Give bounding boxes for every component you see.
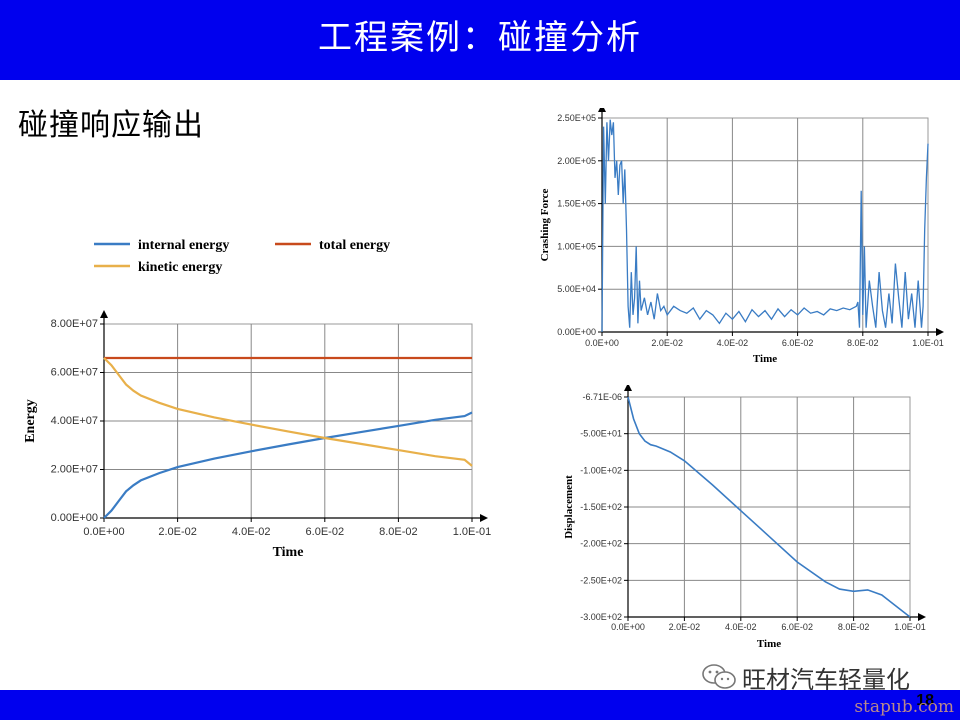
y-tick-label: 1.00E+05: [557, 241, 596, 251]
y-tick-label: -3.00E+02: [580, 612, 622, 622]
y-axis-label: Displacement: [563, 475, 575, 539]
y-tick-label: 1.50E+05: [557, 199, 596, 209]
x-axis-label: Time: [753, 353, 777, 365]
y-tick-label: 8.00E+07: [51, 318, 98, 330]
x-tick-label: 6.0E-02: [306, 526, 345, 538]
x-tick-label: 1.0E-01: [453, 526, 492, 538]
y-tick-label: 5.00E+04: [557, 284, 596, 294]
legend-label: total energy: [319, 238, 390, 253]
y-axis-arrow: [598, 108, 606, 112]
y-tick-label: -2.50E+02: [580, 575, 622, 585]
x-tick-label: 8.0E-02: [847, 338, 879, 348]
x-tick-label: 4.0E-02: [717, 338, 749, 348]
y-tick-label: 4.00E+07: [51, 415, 98, 427]
x-axis-arrow: [480, 514, 488, 522]
y-tick-label: 0.00E+00: [51, 512, 98, 524]
y-tick-label: 2.00E+07: [51, 464, 98, 476]
series-line-0: [601, 119, 929, 333]
brand-label: 旺材汽车轻量化: [742, 666, 910, 694]
series-line-0: [627, 396, 911, 618]
y-tick-label: -1.50E+02: [580, 502, 622, 512]
x-tick-label: 2.0E-02: [158, 526, 197, 538]
x-tick-label: 2.0E-02: [651, 338, 683, 348]
footer-bar: [0, 690, 960, 720]
x-tick-label: 0.0E+00: [585, 338, 619, 348]
watermark: stapub.com: [854, 697, 954, 717]
y-tick-label: -1.00E+02: [580, 465, 622, 475]
displacement-chart: 0.0E+00 2.0E-02 4.0E-02 6.0E-02 8.0E-02 1.0E-…: [563, 385, 926, 650]
slide-title: 工程案例：碰撞分析: [318, 18, 642, 58]
y-tick-label: 0.00E+00: [557, 327, 596, 337]
x-axis-label: Time: [273, 545, 304, 560]
y-axis-arrow: [100, 310, 108, 318]
y-tick-label: -6.71E-06: [582, 392, 622, 402]
y-axis-label: Energy: [23, 399, 38, 443]
x-axis-arrow: [918, 613, 926, 621]
x-tick-label: 1.0E-01: [912, 338, 944, 348]
series-line-2: [103, 357, 473, 467]
x-axis-arrow: [936, 328, 944, 336]
y-axis-label: Crashing Force: [539, 188, 551, 261]
energy-chart: 0.0E+00 2.0E-02 4.0E-02 6.0E-02 8.0E-02 1.0E-…: [23, 238, 492, 560]
x-tick-label: 4.0E-02: [232, 526, 271, 538]
x-tick-label: 0.0E+00: [83, 526, 124, 538]
y-tick-label: 2.00E+05: [557, 156, 596, 166]
x-tick-label: 6.0E-02: [782, 338, 814, 348]
header-bar: [0, 0, 960, 80]
plot-frame: [601, 117, 929, 333]
x-axis-label: Time: [757, 638, 781, 650]
x-tick-label: 4.0E-02: [725, 622, 757, 632]
crashing-force-chart: 0.0E+00 2.0E-02 4.0E-02 6.0E-02 8.0E-02 1.0E-…: [539, 108, 944, 365]
y-tick-label: -5.00E+01: [580, 429, 622, 439]
x-tick-label: 6.0E-02: [781, 622, 813, 632]
y-tick-label: 6.00E+07: [51, 367, 98, 379]
y-tick-label: -2.00E+02: [580, 539, 622, 549]
series-line-0: [103, 411, 473, 519]
x-tick-label: 8.0E-02: [838, 622, 870, 632]
page-number: 18: [916, 692, 934, 709]
legend-label: internal energy: [138, 238, 229, 253]
y-axis-arrow: [624, 385, 632, 391]
slide-subtitle: 碰撞响应输出: [18, 108, 204, 143]
x-tick-label: 2.0E-02: [669, 622, 701, 632]
wechat-icon: [702, 664, 736, 689]
x-tick-label: 8.0E-02: [379, 526, 418, 538]
y-tick-label: 2.50E+05: [557, 113, 596, 123]
x-tick-label: 0.0E+00: [611, 622, 645, 632]
x-tick-label: 1.0E-01: [894, 622, 926, 632]
legend-label: kinetic energy: [138, 260, 222, 275]
